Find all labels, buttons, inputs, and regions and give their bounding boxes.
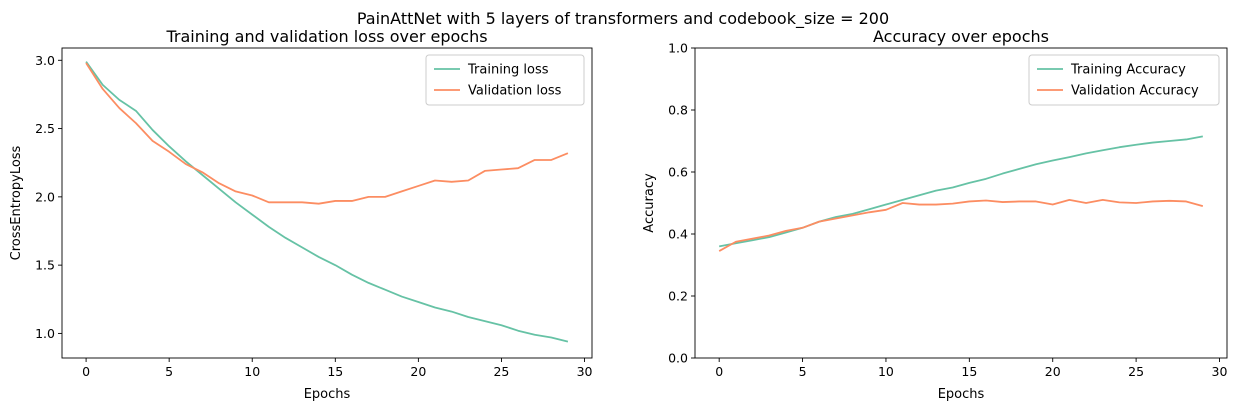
loss-x-tick-label: 10 (244, 364, 260, 379)
loss-x-tick-label: 30 (577, 364, 593, 379)
loss-legend-label: Training loss (467, 63, 549, 78)
accuracy-y-tick-label: 0.8 (668, 103, 688, 118)
accuracy-y-tick-label: 0.2 (668, 289, 688, 304)
loss-series-line-training (85, 61, 569, 343)
loss-legend-label: Validation loss (468, 84, 562, 99)
accuracy-legend-box (1028, 54, 1220, 106)
accuracy-x-axis-label: Epochs (938, 387, 985, 402)
loss-chart: Training and validation loss over epochs… (9, 27, 593, 402)
accuracy-legend-label: Training Accuracy (1070, 63, 1186, 78)
loss-chart-title: Training and validation loss over epochs (165, 27, 487, 46)
figure-suptitle: PainAttNet with 5 layers of transformers… (357, 9, 889, 29)
accuracy-x-tick-label: 0 (715, 364, 723, 379)
accuracy-legend: Training Accuracy Validation Accuracy (1028, 54, 1220, 106)
accuracy-legend-label: Validation Accuracy (1071, 84, 1199, 99)
loss-y-tick-label: 3.0 (35, 53, 55, 68)
accuracy-x-tick-label: 25 (1128, 364, 1144, 379)
loss-y-tick-label: 2.0 (35, 189, 55, 204)
loss-series-line-validation (85, 62, 569, 205)
accuracy-series-line-validation (718, 198, 1204, 252)
loss-legend-box (425, 54, 585, 106)
loss-x-tick-label: 0 (82, 364, 90, 379)
loss-legend: Training loss Validation loss (425, 54, 585, 106)
loss-x-tick-label: 15 (327, 364, 343, 379)
loss-x-tick-label: 25 (493, 364, 509, 379)
accuracy-x-tick-label: 5 (799, 364, 807, 379)
accuracy-x-tick-label: 10 (878, 364, 894, 379)
accuracy-y-tick-label: 0.6 (668, 165, 688, 180)
accuracy-axes-frame (694, 47, 1228, 359)
loss-x-tick-label: 5 (165, 364, 173, 379)
accuracy-y-tick-label: 1.0 (668, 41, 688, 56)
accuracy-x-tick-label: 15 (961, 364, 977, 379)
accuracy-chart-title: Accuracy over epochs (873, 27, 1049, 46)
loss-y-tick-label: 1.5 (35, 258, 55, 273)
loss-axes-frame (61, 47, 593, 359)
accuracy-x-tick-label: 20 (1045, 364, 1061, 379)
loss-y-tick-label: 2.5 (35, 121, 55, 136)
accuracy-y-tick-label: 0.0 (668, 351, 688, 366)
accuracy-chart: Accuracy over epochs 0 5 10 15 20 25 30 0.0 0.2 0.… (642, 27, 1227, 402)
accuracy-y-axis-label: Accuracy (642, 173, 657, 233)
loss-y-axis-label: CrossEntropyLoss (9, 145, 24, 260)
loss-x-tick-label: 20 (410, 364, 426, 379)
accuracy-x-tick-label: 30 (1212, 364, 1228, 379)
accuracy-y-tick-label: 0.4 (668, 227, 688, 242)
loss-y-tick-label: 1.0 (35, 326, 55, 341)
loss-x-axis-label: Epochs (304, 387, 351, 402)
